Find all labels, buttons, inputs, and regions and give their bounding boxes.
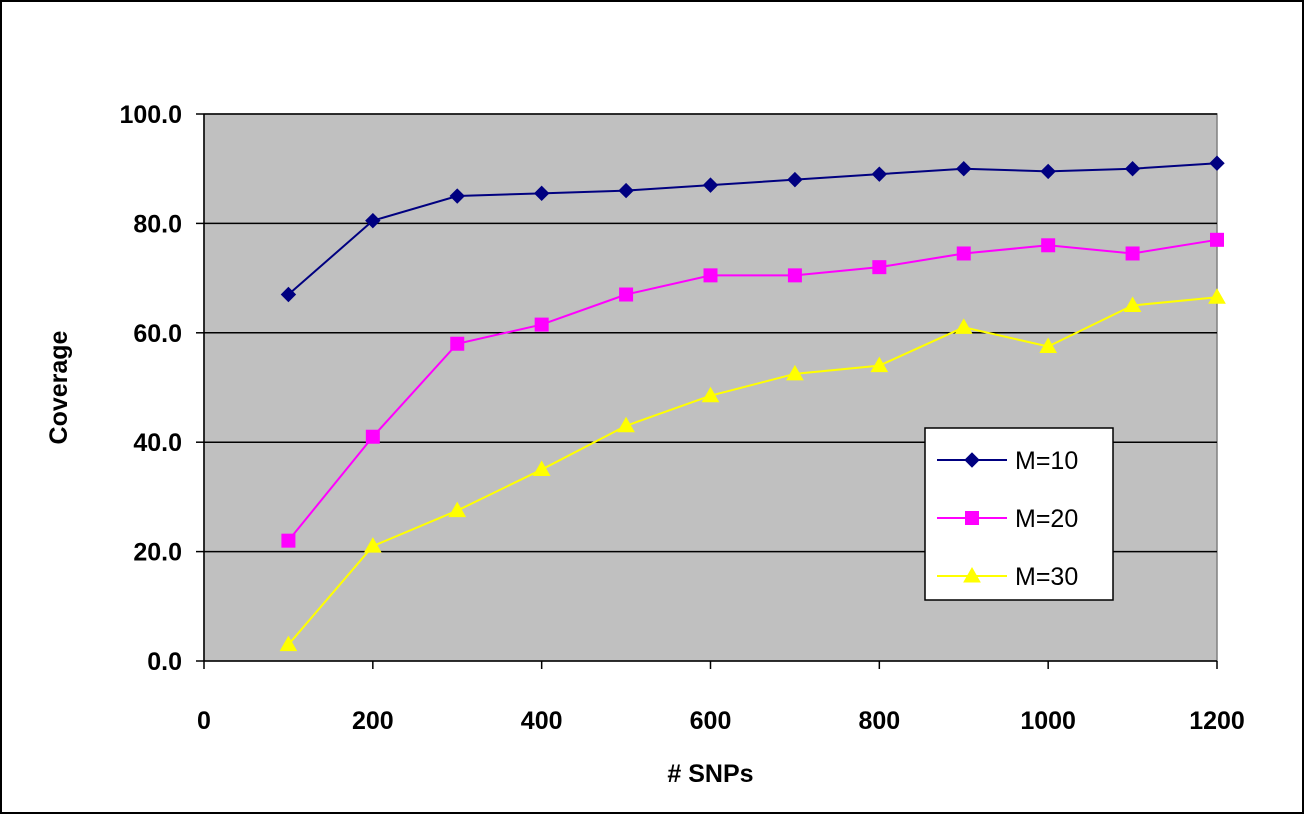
data-point-2-6 xyxy=(786,364,804,381)
data-point-0-0 xyxy=(280,286,297,303)
data-point-2-3 xyxy=(532,460,551,477)
y-tick-label-1: 20.0 xyxy=(133,539,182,567)
data-point-2-4 xyxy=(617,416,635,433)
data-point-0-2 xyxy=(449,188,465,204)
axes: 0.0 20.0 40.0 60.0 80.0 100.0 0 200 400 600 800 100… xyxy=(119,101,1244,735)
data-point-1-0 xyxy=(281,533,296,548)
data-point-2-7 xyxy=(870,356,889,373)
x-tick-label-4: 800 xyxy=(858,707,900,735)
data-point-0-3 xyxy=(533,185,550,202)
data-point-1-2 xyxy=(450,336,465,351)
x-axis-title: # SNPs xyxy=(667,760,753,788)
data-point-2-9 xyxy=(1039,337,1058,353)
data-point-0-1 xyxy=(365,212,381,229)
legend-label-2: M=30 xyxy=(1015,563,1078,591)
data-point-1-7 xyxy=(872,260,887,275)
legend-marker-2 xyxy=(963,566,981,583)
data-point-2-10 xyxy=(1123,296,1142,312)
data-point-2-0 xyxy=(279,635,298,652)
legend-item-2: M=30 xyxy=(937,563,1078,591)
legend-label-0: M=10 xyxy=(1015,447,1078,475)
data-point-1-1 xyxy=(365,429,380,444)
data-point-1-3 xyxy=(534,317,549,332)
series-line-1 xyxy=(287,238,1218,542)
data-point-1-4 xyxy=(619,287,634,302)
x-tick-label-5: 1000 xyxy=(1020,707,1076,735)
data-point-2-11 xyxy=(1208,288,1226,304)
data-point-0-6 xyxy=(787,171,803,188)
legend-marker-1 xyxy=(965,511,979,525)
legend-marker-0 xyxy=(964,452,980,468)
series-1 xyxy=(281,232,1224,548)
x-tick-label-2: 400 xyxy=(521,707,563,735)
data-point-0-10 xyxy=(1124,160,1141,177)
y-tick-label-2: 40.0 xyxy=(133,429,182,457)
data-point-1-5 xyxy=(703,268,718,283)
legend: M=10 M=20 M=30 xyxy=(924,427,1114,601)
data-point-1-9 xyxy=(1041,238,1056,253)
y-tick-label-0: 0.0 xyxy=(147,648,182,676)
data-point-0-4 xyxy=(618,182,634,199)
legend-box xyxy=(924,427,1114,601)
data-point-1-10 xyxy=(1125,246,1140,261)
data-point-1-6 xyxy=(787,268,802,283)
x-tick-label-6: 1200 xyxy=(1189,707,1245,735)
x-tick-label-0: 0 xyxy=(197,707,211,735)
data-point-0-9 xyxy=(1040,163,1056,180)
legend-item-1: M=20 xyxy=(937,505,1078,533)
series-2 xyxy=(279,288,1226,652)
data-point-0-5 xyxy=(702,177,719,193)
data-point-2-2 xyxy=(448,501,467,518)
x-tick-label-1: 200 xyxy=(352,707,394,735)
y-tick-label-5: 100.0 xyxy=(119,101,182,129)
y-tick-label-4: 80.0 xyxy=(133,210,182,238)
data-point-2-5 xyxy=(701,386,720,403)
legend-label-1: M=20 xyxy=(1015,505,1078,533)
data-point-0-8 xyxy=(956,160,972,177)
series-line-2 xyxy=(287,296,1218,646)
data-point-0-11 xyxy=(1209,155,1225,171)
data-point-2-1 xyxy=(363,537,382,553)
data-point-2-8 xyxy=(954,318,973,334)
data-point-0-7 xyxy=(871,166,888,182)
x-tick-label-3: 600 xyxy=(690,707,732,735)
y-axis-title: Coverage xyxy=(45,330,73,444)
data-point-1-8 xyxy=(956,246,971,261)
legend-item-0: M=10 xyxy=(937,447,1078,475)
y-tick-label-3: 60.0 xyxy=(133,320,182,348)
series-0 xyxy=(280,155,1225,303)
data-point-1-11 xyxy=(1210,232,1224,247)
series-line-0 xyxy=(287,162,1218,296)
series-group xyxy=(279,155,1226,652)
